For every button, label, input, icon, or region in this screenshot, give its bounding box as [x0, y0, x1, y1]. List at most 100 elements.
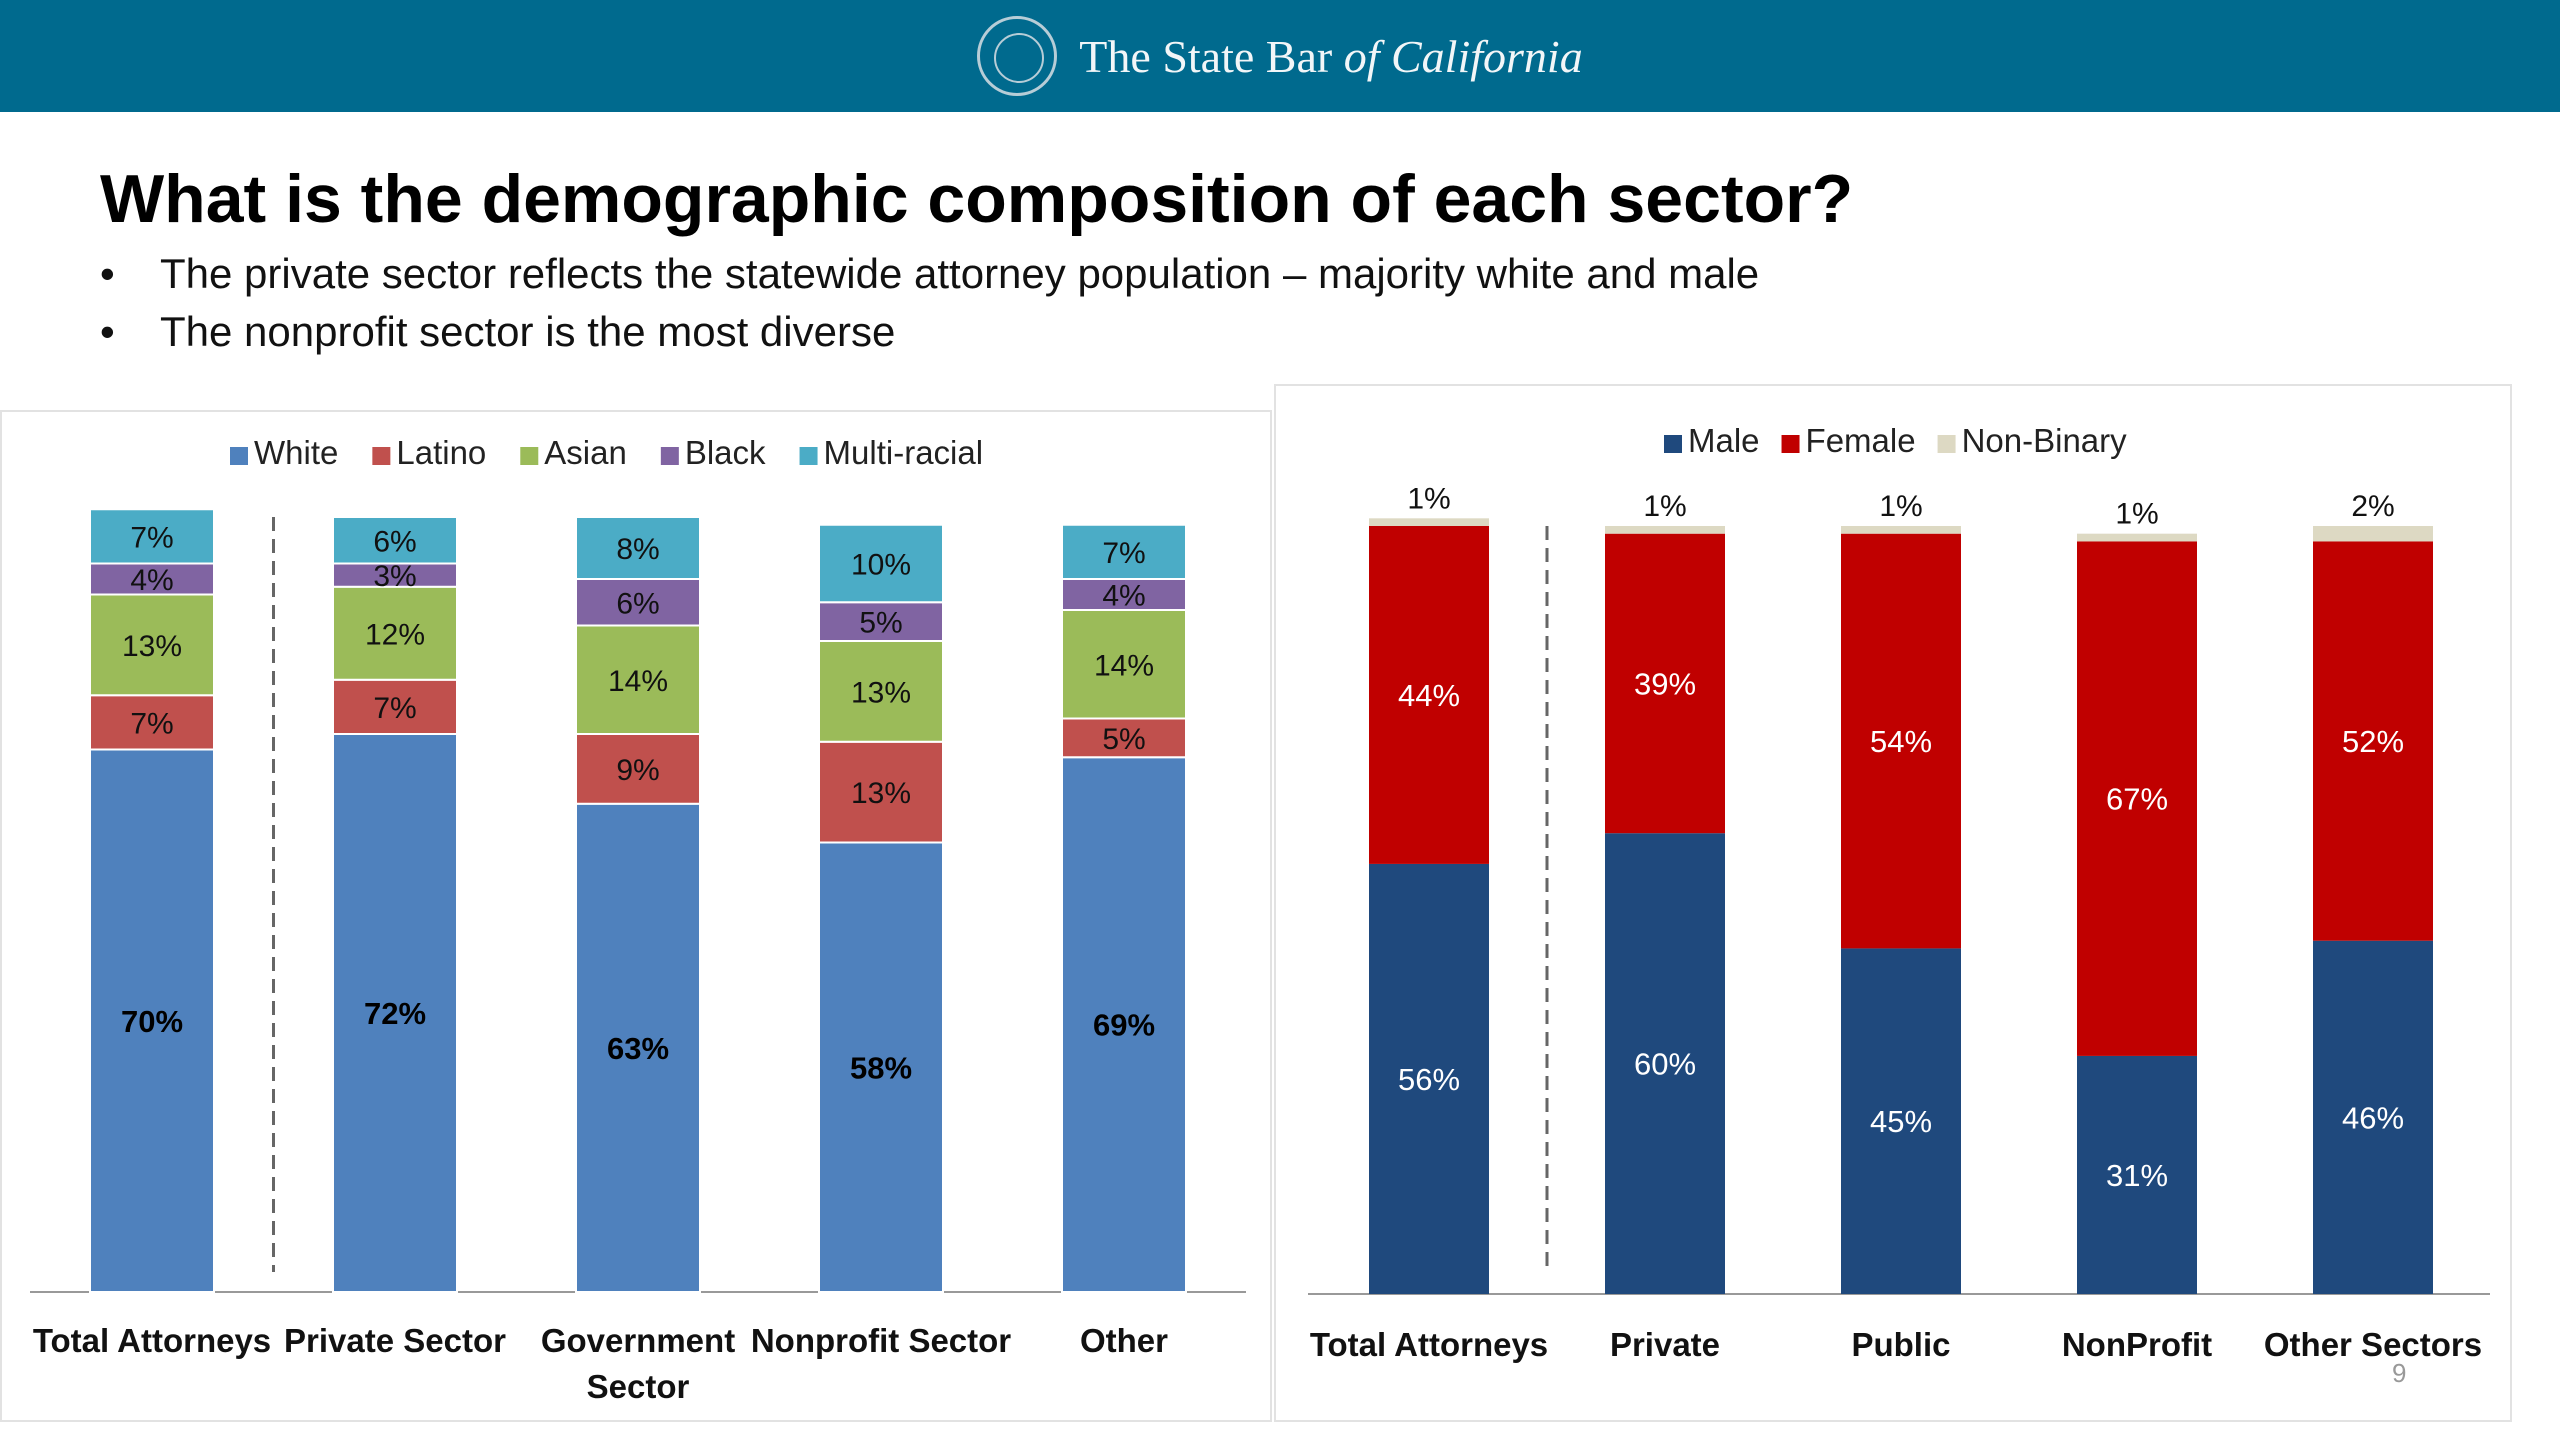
chart-legend: White Latino Asian Black Multi-racial — [230, 434, 983, 471]
legend-label-multi-racial: Multi-racial — [824, 434, 984, 471]
bar-segment-latino — [89, 694, 215, 751]
data-label: 14% — [608, 665, 668, 698]
bar-segment-asian — [818, 640, 944, 743]
legend-swatch-non-binary — [1937, 435, 1956, 453]
bar-segment-non-binary — [1369, 518, 1489, 526]
bar-segment-non-binary — [1841, 526, 1961, 534]
bar-segment-female — [1369, 526, 1489, 864]
bar-segment-multi-racial — [332, 516, 458, 565]
state-bar-seal-icon — [977, 16, 1058, 96]
bar-segment-female — [1605, 533, 1725, 834]
data-label: 10% — [851, 549, 911, 582]
bar-segment-multi-racial — [575, 516, 701, 580]
data-label: 60% — [1634, 1047, 1696, 1082]
bar-segment-female — [2077, 541, 2197, 1056]
bar-segment-latino — [1061, 717, 1187, 759]
bar-segment-male — [2077, 1055, 2197, 1294]
data-label: 5% — [1102, 723, 1145, 756]
slide-title: What is the demographic composition of e… — [100, 161, 1854, 237]
data-label: 6% — [616, 587, 659, 620]
bar-segment-female — [2313, 541, 2433, 941]
legend-label-asian: Asian — [544, 434, 627, 471]
legend-swatch-male — [1664, 435, 1682, 453]
data-label: 13% — [122, 630, 182, 663]
bar-segment-asian — [1061, 609, 1187, 720]
data-label: 4% — [130, 564, 173, 597]
bar-segment-multi-racial — [1061, 523, 1187, 580]
legend-swatch-asian — [520, 447, 539, 465]
race-ethnicity-chart-panel: White Latino Asian Black Multi-racial 70% 7% 13… — [0, 410, 1272, 1422]
legend-swatch-female — [1781, 435, 1800, 453]
category-label: Sector — [587, 1368, 690, 1405]
bar-segment-female — [1841, 533, 1961, 949]
bar-segment-asian — [332, 585, 458, 681]
data-label: 9% — [616, 754, 659, 787]
legend-swatch-white — [230, 447, 248, 465]
category-label: Other Sectors — [2264, 1326, 2482, 1363]
data-label: 45% — [1870, 1104, 1932, 1139]
data-label: 1% — [1643, 490, 1686, 523]
category-label: Private Sector — [284, 1322, 506, 1359]
gender-chart-panel: Male Female Non-Binary 56% 44% 1% Total Attorn… — [1274, 384, 2512, 1422]
bar-segment-male — [1841, 948, 1961, 1294]
bullet-item: The private sector reflects the statewid… — [100, 250, 1759, 308]
bar-segment-multi-racial — [818, 523, 944, 604]
bullet-item: The nonprofit sector is the most diverse — [100, 308, 1759, 366]
data-label: 1% — [1879, 490, 1922, 523]
bar-segment-latino — [332, 678, 458, 735]
data-label: 13% — [851, 777, 911, 810]
bar-segment-white — [575, 802, 701, 1293]
header-bar: The State Bar of California — [0, 0, 2560, 112]
bar-segment-multi-racial — [89, 508, 215, 565]
data-label: 7% — [130, 521, 173, 554]
legend-label-white: White — [254, 434, 338, 471]
category-label: Private — [1610, 1326, 1720, 1363]
legend-label-black: Black — [685, 434, 766, 471]
bar-segment-white — [89, 748, 215, 1293]
bar-segment-male — [1369, 863, 1489, 1294]
data-label: 67% — [2106, 782, 2168, 817]
bar-segment-white — [1061, 756, 1187, 1293]
data-label: 46% — [2342, 1100, 2404, 1135]
data-label: 6% — [373, 525, 416, 558]
bar-segment-non-binary — [1605, 526, 1725, 534]
category-label: Nonprofit Sector — [751, 1322, 1011, 1359]
page-number: 9 — [2392, 1358, 2407, 1388]
bar-segment-non-binary — [2077, 533, 2197, 542]
data-label: 58% — [850, 1050, 912, 1085]
data-label: 1% — [2115, 498, 2158, 531]
bar-segment-white — [818, 841, 944, 1293]
category-label: Total Attorneys — [1310, 1326, 1548, 1363]
data-label: 12% — [365, 618, 425, 651]
category-label: Other — [1080, 1322, 1168, 1359]
bar-segment-black — [575, 578, 701, 627]
data-label: 52% — [2342, 724, 2404, 759]
data-label: 63% — [607, 1031, 669, 1066]
legend-swatch-multi-racial — [799, 447, 818, 465]
bar-segment-asian — [89, 593, 215, 697]
bar-segment-latino — [818, 740, 944, 844]
category-label: Total Attorneys — [33, 1322, 271, 1359]
data-label: 69% — [1093, 1008, 1155, 1043]
bullet-list: The private sector reflects the statewid… — [100, 250, 1759, 366]
data-label: 13% — [851, 676, 911, 709]
data-label: 44% — [1398, 678, 1460, 713]
data-label: 7% — [130, 707, 173, 740]
data-label: 2% — [2351, 490, 2394, 523]
data-label: 3% — [373, 560, 416, 593]
data-label: 4% — [1102, 580, 1145, 613]
data-label: 70% — [121, 1004, 183, 1039]
legend-swatch-black — [660, 447, 679, 465]
data-label: 56% — [1398, 1062, 1460, 1097]
bar-segment-male — [1605, 833, 1725, 1294]
bar-segment-black — [89, 562, 215, 596]
legend-swatch-latino — [372, 447, 391, 465]
data-label: 5% — [859, 607, 902, 640]
gender-chart: Male Female Non-Binary 56% 44% 1% Total Attorn… — [1308, 422, 2490, 1363]
category-label: Government — [541, 1322, 735, 1359]
data-label: 31% — [2106, 1158, 2168, 1193]
bar-segment-black — [818, 601, 944, 642]
bar-segment-black — [1061, 578, 1187, 611]
data-label: 7% — [1102, 537, 1145, 570]
category-label: Public — [1851, 1326, 1950, 1363]
